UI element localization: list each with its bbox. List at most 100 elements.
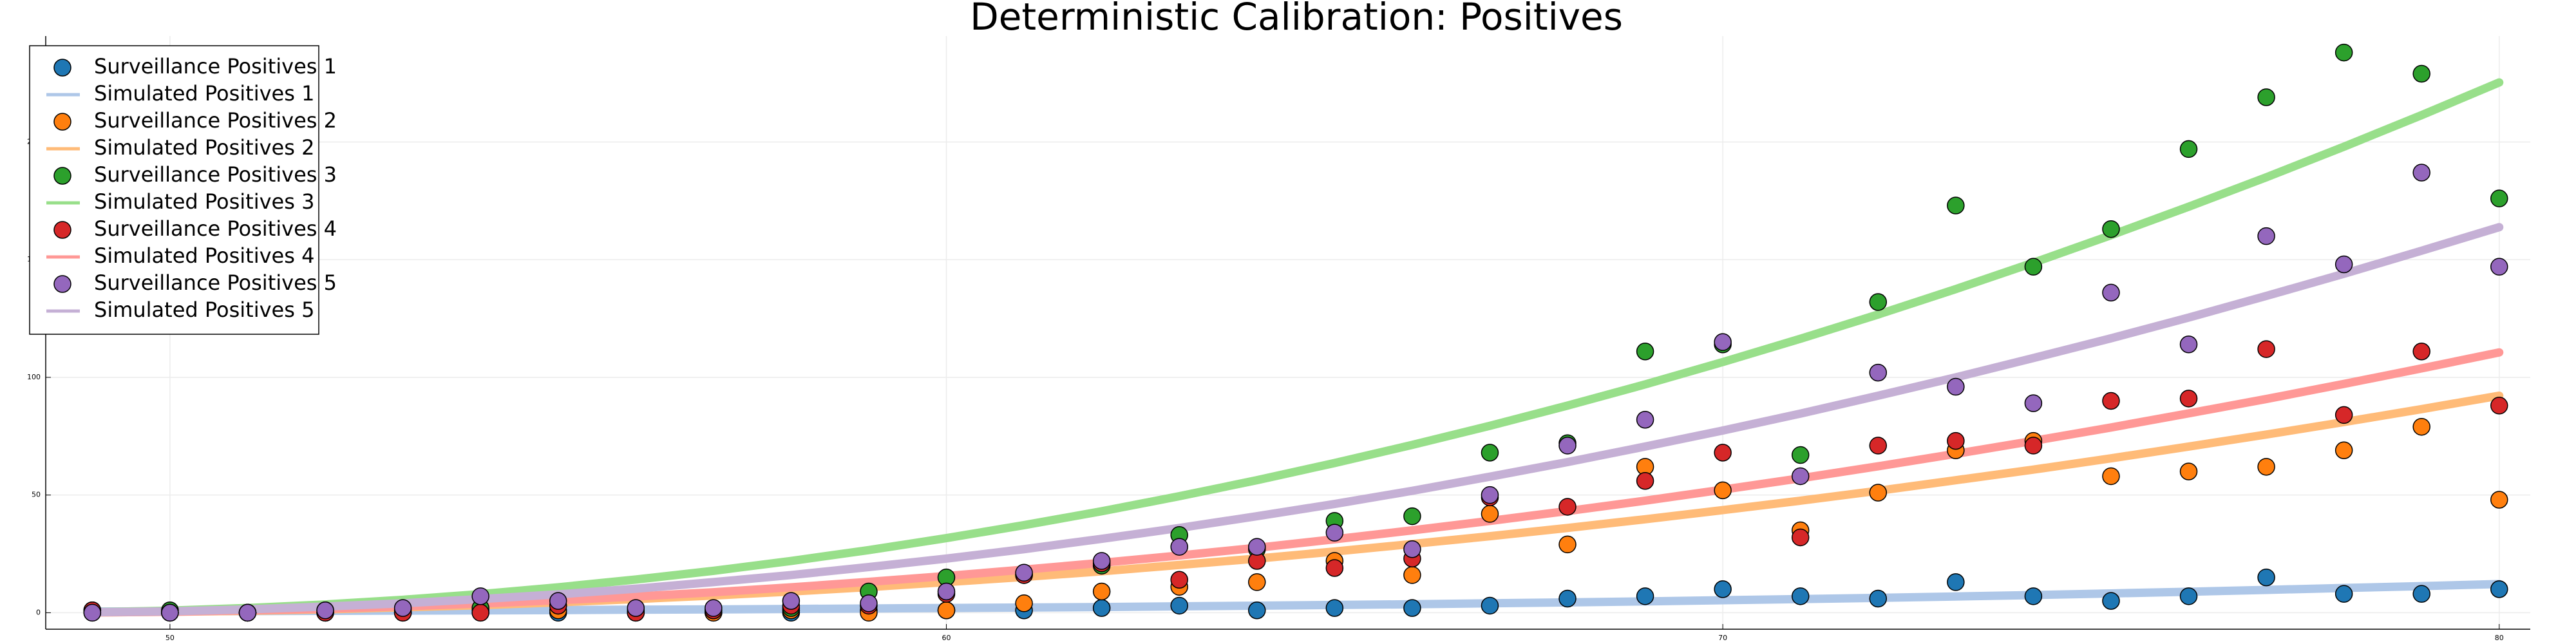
point [2179, 390, 2198, 408]
legend-label: Surveillance Positives 5 [94, 270, 337, 295]
point [1015, 564, 1033, 582]
point [2257, 568, 2275, 587]
point [393, 599, 412, 617]
y-tick-label: 50 [32, 491, 41, 499]
point [2490, 397, 2508, 415]
point [83, 603, 102, 622]
point [1481, 505, 1499, 523]
point [2334, 406, 2353, 424]
series-line [88, 391, 2504, 617]
point [2024, 437, 2043, 455]
point [2179, 462, 2198, 480]
point [1325, 559, 1344, 577]
point [2257, 227, 2275, 245]
point [1558, 589, 1577, 608]
x-tick-label: 50 [166, 634, 175, 642]
point [1170, 571, 1188, 589]
legend-label: Surveillance Positives 1 [94, 54, 337, 79]
point [1869, 484, 1888, 502]
point [2334, 585, 2353, 603]
point [705, 599, 723, 617]
point [1481, 596, 1499, 615]
point [2490, 189, 2508, 207]
point [2257, 88, 2275, 106]
point [1947, 377, 1965, 396]
point [2334, 43, 2353, 62]
point [2490, 580, 2508, 598]
point [2490, 258, 2508, 276]
point [1558, 535, 1577, 554]
point [2179, 140, 2198, 158]
point [1558, 437, 1577, 455]
chart-title: Deterministic Calibration: Positives [970, 0, 1623, 39]
point [1791, 587, 1810, 605]
point [1947, 196, 1965, 214]
point [1092, 552, 1111, 570]
point [2024, 258, 2043, 276]
point [1403, 540, 1421, 558]
point [1248, 573, 1266, 591]
point [2412, 164, 2430, 182]
point [1481, 486, 1499, 504]
point [1170, 596, 1188, 615]
point [2412, 64, 2430, 83]
point [937, 601, 956, 620]
point [1403, 507, 1421, 526]
point [2412, 342, 2430, 361]
point [238, 603, 257, 622]
point [1636, 410, 1654, 429]
point [1869, 363, 1888, 382]
legend-marker [53, 113, 71, 131]
point [2024, 587, 2043, 605]
point [1170, 538, 1188, 556]
point [1714, 481, 1732, 500]
point [2102, 592, 2120, 610]
point [1636, 472, 1654, 490]
point [2179, 336, 2198, 354]
y-tick-label: 100 [27, 373, 41, 381]
point [1869, 589, 1888, 608]
point [471, 603, 489, 622]
point [2257, 458, 2275, 476]
point [1714, 444, 1732, 462]
point [161, 603, 179, 622]
point [2334, 441, 2353, 459]
series-line [88, 78, 2504, 617]
series-line [88, 580, 2504, 616]
point [549, 592, 567, 610]
point [1092, 599, 1111, 617]
x-tick-label: 60 [942, 634, 951, 642]
legend: Surveillance Positives 1 Simulated Positi… [29, 45, 337, 335]
legend-marker [53, 221, 71, 239]
legend-label: Simulated Positives 2 [94, 135, 314, 160]
point [1481, 444, 1499, 462]
series-line [88, 348, 2504, 617]
legend-label: Simulated Positives 5 [94, 298, 314, 322]
point [1325, 599, 1344, 617]
legend-marker [53, 167, 71, 185]
point [1791, 528, 1810, 547]
y-tick-label: 0 [36, 608, 41, 616]
point [860, 594, 878, 612]
point [1714, 333, 1732, 351]
point [1714, 580, 1732, 598]
point [1791, 467, 1810, 486]
point [2334, 255, 2353, 274]
point [1558, 498, 1577, 516]
point [937, 582, 956, 601]
point [1248, 601, 1266, 620]
legend-label: Surveillance Positives 4 [94, 216, 337, 241]
point [1869, 437, 1888, 455]
legend-marker [53, 275, 71, 293]
point [1092, 582, 1111, 601]
point [2412, 585, 2430, 603]
point [1791, 446, 1810, 464]
x-tick-label: 80 [2495, 634, 2504, 642]
point [2102, 220, 2120, 238]
point [471, 587, 489, 605]
point [1325, 524, 1344, 542]
legend-label: Simulated Positives 3 [94, 189, 314, 214]
legend-marker [53, 59, 71, 77]
series-line [88, 223, 2504, 617]
